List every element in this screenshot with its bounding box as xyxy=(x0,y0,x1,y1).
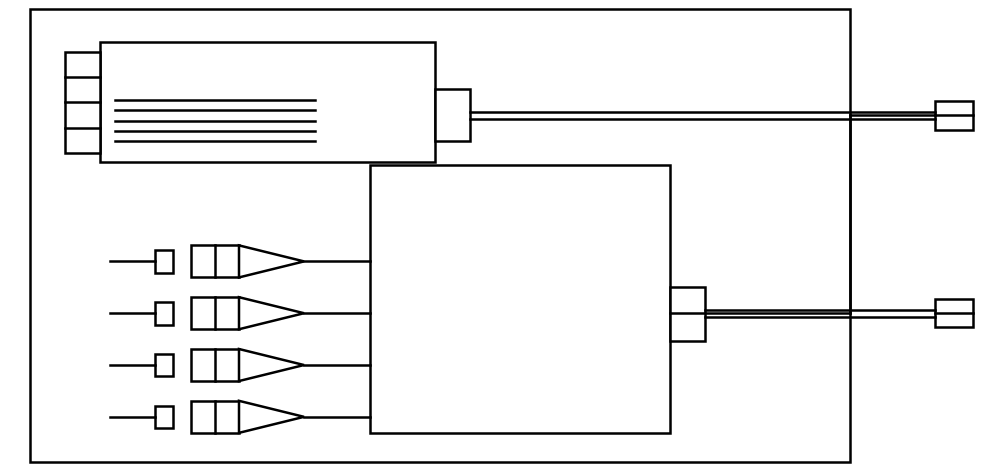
Bar xyxy=(191,401,239,433)
Polygon shape xyxy=(239,349,304,381)
Bar xyxy=(30,9,850,462)
Bar xyxy=(935,299,973,327)
Bar xyxy=(155,250,173,273)
Polygon shape xyxy=(239,297,304,329)
Bar xyxy=(370,165,670,433)
Bar xyxy=(191,349,239,381)
Bar xyxy=(155,406,173,428)
Bar xyxy=(935,101,973,130)
Bar xyxy=(65,52,100,153)
Bar xyxy=(191,297,239,329)
Polygon shape xyxy=(239,245,304,277)
Polygon shape xyxy=(239,401,304,433)
Bar xyxy=(435,89,470,141)
Bar xyxy=(100,42,435,162)
Bar xyxy=(155,354,173,376)
Bar xyxy=(670,287,705,341)
Bar xyxy=(191,245,239,277)
Bar xyxy=(155,302,173,325)
